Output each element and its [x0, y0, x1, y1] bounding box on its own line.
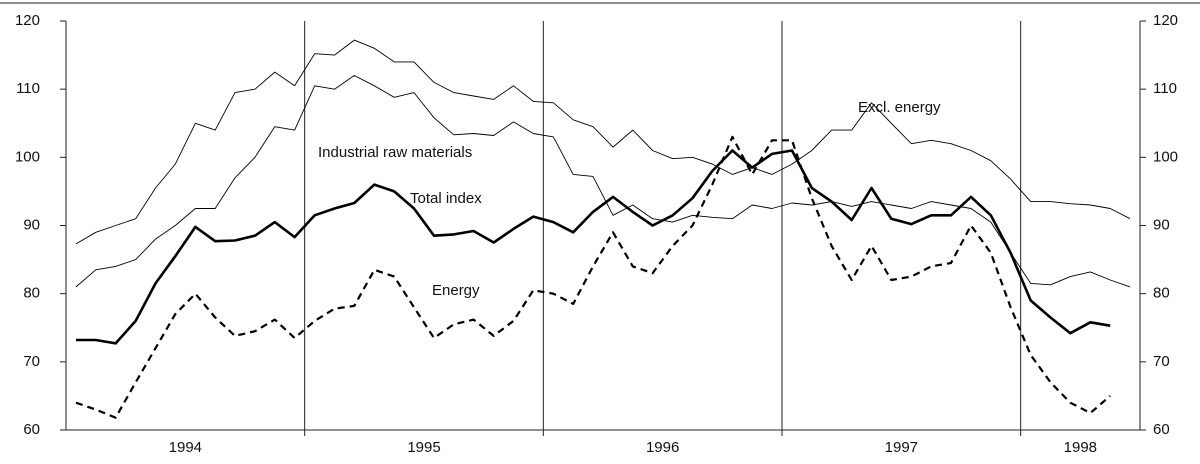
series-line [75, 75, 1131, 288]
y-tick-label: 110 [16, 80, 40, 97]
series-label: Total index [410, 190, 482, 207]
series-line [75, 135, 1111, 419]
x-tick-label: 1998 [1064, 439, 1097, 456]
y2-tick-label: 60 [1153, 421, 1170, 438]
x-tick-label: 1996 [646, 439, 679, 456]
series-label: Industrial raw materials [318, 144, 472, 161]
y-tick-label: 90 [23, 216, 40, 233]
y2-tick-label: 70 [1153, 353, 1170, 370]
y2-tick-label: 110 [1153, 80, 1177, 97]
y-tick-label: 60 [23, 421, 40, 438]
series-line [75, 39, 1131, 245]
y2-tick-label: 80 [1153, 285, 1170, 302]
x-tick-label: 1995 [407, 439, 440, 456]
y2-tick-label: 90 [1153, 216, 1170, 233]
x-tick-label: 1994 [169, 439, 202, 456]
y-tick-label: 100 [15, 148, 40, 165]
x-tick-label: 1997 [885, 439, 918, 456]
y-tick-label: 70 [23, 353, 40, 370]
y2-tick-label: 120 [1153, 12, 1178, 29]
series-label: Excl. energy [858, 99, 941, 116]
y-tick-label: 80 [23, 285, 40, 302]
y2-tick-label: 100 [1153, 148, 1178, 165]
y-tick-label: 120 [15, 12, 40, 29]
series-label: Energy [432, 282, 480, 299]
series-line [76, 149, 1111, 345]
